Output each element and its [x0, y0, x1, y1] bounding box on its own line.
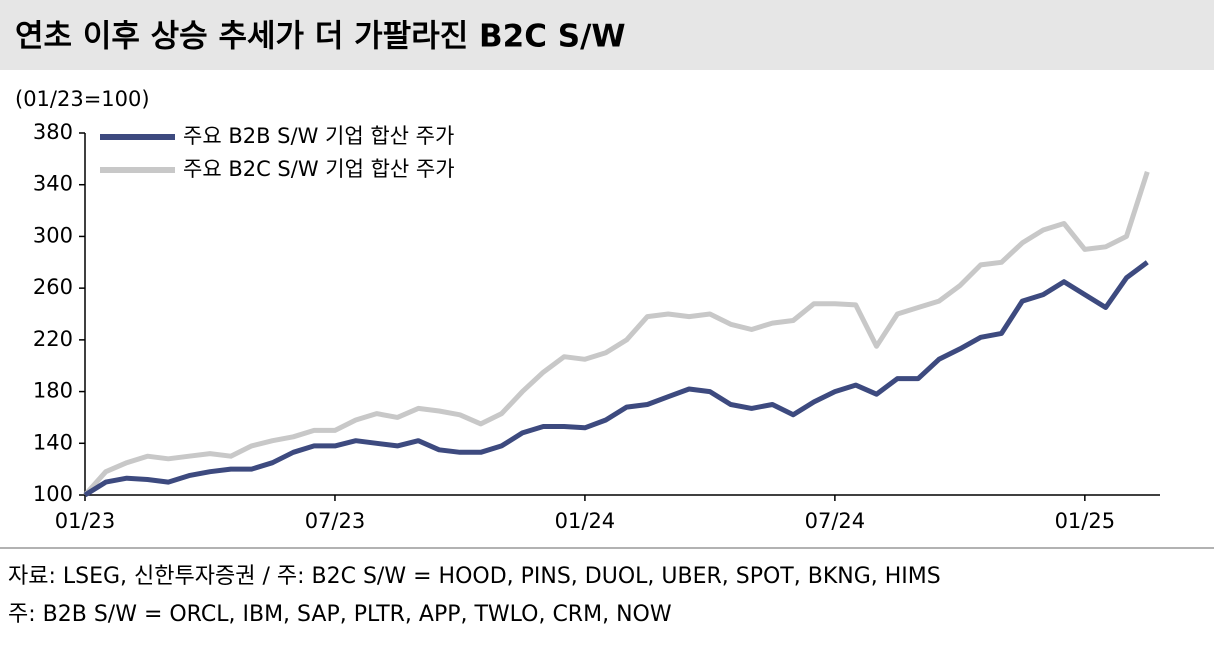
x-tick-label: 01/23 [55, 509, 116, 533]
y-tick-label: 380 [33, 120, 73, 144]
y-axis-label: (01/23=100) [15, 87, 150, 111]
x-tick-label: 01/25 [1055, 509, 1116, 533]
note: 주: B2B S/W = ORCL, IBM, SAP, PLTR, APP, … [8, 602, 672, 627]
y-tick-label: 180 [33, 379, 73, 403]
note: 자료: LSEG, 신한투자증권 / 주: B2C S/W = HOOD, PI… [8, 564, 941, 589]
series-line [83, 171, 1150, 497]
y-tick-label: 140 [33, 430, 73, 454]
y-tick-label: 260 [33, 275, 73, 299]
y-tick-label: 340 [33, 172, 73, 196]
y-tick-label: 100 [33, 482, 73, 506]
y-tick-label: 220 [33, 327, 73, 351]
y-tick-label: 300 [33, 223, 73, 247]
legend-label: 주요 B2C S/W 기업 합산 주가 [183, 157, 455, 181]
x-tick-label: 07/24 [805, 509, 866, 533]
legend-label: 주요 B2B S/W 기업 합산 주가 [183, 124, 454, 148]
x-tick-label: 07/23 [305, 509, 366, 533]
x-tick-label: 01/24 [555, 509, 616, 533]
series-line [83, 260, 1149, 498]
title-bar [0, 0, 1214, 70]
chart-title: 연초 이후 상승 추세가 더 가팔라진 B2C S/W [15, 19, 626, 55]
